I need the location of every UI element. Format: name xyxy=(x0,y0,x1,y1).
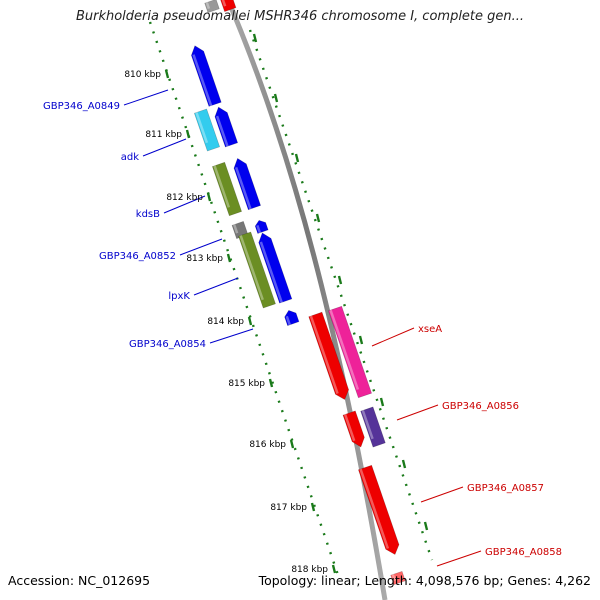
right-ruler-tick xyxy=(379,397,385,407)
gene-label-left[interactable]: adk xyxy=(121,152,139,163)
right-ruler-tick xyxy=(358,335,364,345)
gene-label-right[interactable]: GBP346_A0857 xyxy=(467,483,544,494)
right-ruler-tick xyxy=(401,459,407,469)
ruler-tick-mark xyxy=(226,253,232,263)
left-label-leader-line xyxy=(193,277,239,296)
right-ruler-tick xyxy=(252,33,258,43)
gene-gbp346-a0854[interactable] xyxy=(283,308,300,326)
ruler-tick-mark xyxy=(164,69,170,79)
ruler-tick-label: 812 kbp xyxy=(166,193,203,203)
gene-gbp346-a0849[interactable] xyxy=(189,44,222,107)
gene-adk-forward-part[interactable] xyxy=(212,105,239,148)
gene-kdsb[interactable] xyxy=(212,161,242,217)
gene-kdsb-forward-part[interactable] xyxy=(231,156,261,211)
gene-label-right[interactable]: GBP346_A0856 xyxy=(442,401,519,412)
ruler-tick-mark xyxy=(310,502,316,512)
gene-label-right[interactable]: xseA xyxy=(418,324,442,335)
ruler-tick-label: 816 kbp xyxy=(249,440,286,450)
left-label-leader-line xyxy=(142,138,187,157)
ruler-tick-mark xyxy=(289,439,295,449)
left-label-leader-line xyxy=(179,238,223,256)
right-ruler-track xyxy=(248,29,434,561)
ruler-tick-mark xyxy=(331,564,337,574)
right-ruler-tick xyxy=(273,93,279,103)
ruler-tick-mark xyxy=(185,129,191,139)
ruler-tick-label: 815 kbp xyxy=(228,379,265,389)
gene-label-left[interactable]: lpxK xyxy=(168,291,190,302)
gene-gbp346-a0856[interactable] xyxy=(360,406,386,448)
right-label-leader-line xyxy=(420,486,464,503)
ruler-tick-label: 818 kbp xyxy=(291,565,328,575)
ruler-tick-label: 813 kbp xyxy=(186,254,223,264)
ruler-tick-label: 810 kbp xyxy=(124,70,161,80)
ruler-tick-label: 817 kbp xyxy=(270,503,307,513)
gene-label-left[interactable]: GBP346_A0849 xyxy=(43,101,120,112)
right-ruler-tick xyxy=(423,521,429,531)
left-label-leader-line xyxy=(123,89,169,106)
left-label-leader-line xyxy=(209,328,254,344)
ruler-tick-label: 811 kbp xyxy=(145,130,182,140)
gene-lpxk-forward-part[interactable] xyxy=(256,231,293,304)
gene-top-red-partial[interactable] xyxy=(219,0,237,12)
page-title: Burkholderia pseudomallei MSHR346 chromo… xyxy=(75,9,525,24)
gene-label-left[interactable]: GBP346_A0852 xyxy=(99,251,176,262)
right-label-leader-line xyxy=(396,404,439,421)
ruler-tick-mark xyxy=(247,316,253,326)
gene-gbp346-a0858[interactable] xyxy=(390,570,406,586)
gene-gbp346-a0852[interactable] xyxy=(231,221,249,239)
right-ruler-tick xyxy=(315,213,321,223)
genome-summary-text: Topology: linear; Length: 4,098,576 bp; … xyxy=(258,573,591,588)
accession-text: Accession: NC_012695 xyxy=(8,573,151,588)
gene-xsea[interactable] xyxy=(328,305,372,399)
gene-label-right[interactable]: GBP346_A0858 xyxy=(485,547,562,558)
right-ruler-tick xyxy=(294,153,300,163)
ruler-tick-mark xyxy=(206,192,212,202)
right-ruler-tick xyxy=(337,275,343,285)
gene-label-left[interactable]: kdsB xyxy=(136,209,160,220)
ruler-tick-mark xyxy=(268,378,274,388)
gene-gbp346-a0857[interactable] xyxy=(358,464,401,557)
left-label-leader-line xyxy=(163,195,206,214)
right-label-leader-line xyxy=(371,327,415,347)
gene-top-gray-partial[interactable] xyxy=(204,0,220,14)
gene-gbp346-a0856-red[interactable] xyxy=(342,410,367,449)
gene-xsea-red[interactable] xyxy=(308,311,352,402)
gene-gbp346-a0852-small[interactable] xyxy=(254,219,269,234)
chromosome-backbone xyxy=(225,0,388,600)
ruler-tick-label: 814 kbp xyxy=(207,317,244,327)
gene-lpxk[interactable] xyxy=(238,231,276,309)
gene-adk[interactable] xyxy=(193,108,221,152)
gene-label-left[interactable]: GBP346_A0854 xyxy=(129,339,206,350)
right-label-leader-line xyxy=(436,550,482,567)
